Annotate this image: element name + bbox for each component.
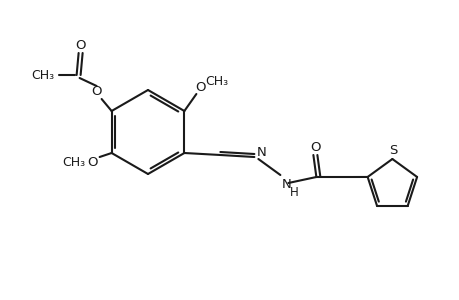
Text: O: O <box>75 38 86 52</box>
Text: H: H <box>289 187 298 200</box>
Text: N: N <box>281 178 291 191</box>
Text: S: S <box>388 143 397 157</box>
Text: CH₃: CH₃ <box>31 68 54 82</box>
Text: O: O <box>91 85 101 98</box>
Text: O: O <box>195 80 205 94</box>
Text: CH₃: CH₃ <box>204 74 228 88</box>
Text: O: O <box>87 155 98 169</box>
Text: CH₃: CH₃ <box>62 155 85 169</box>
Text: N: N <box>256 146 266 158</box>
Text: O: O <box>309 140 320 154</box>
